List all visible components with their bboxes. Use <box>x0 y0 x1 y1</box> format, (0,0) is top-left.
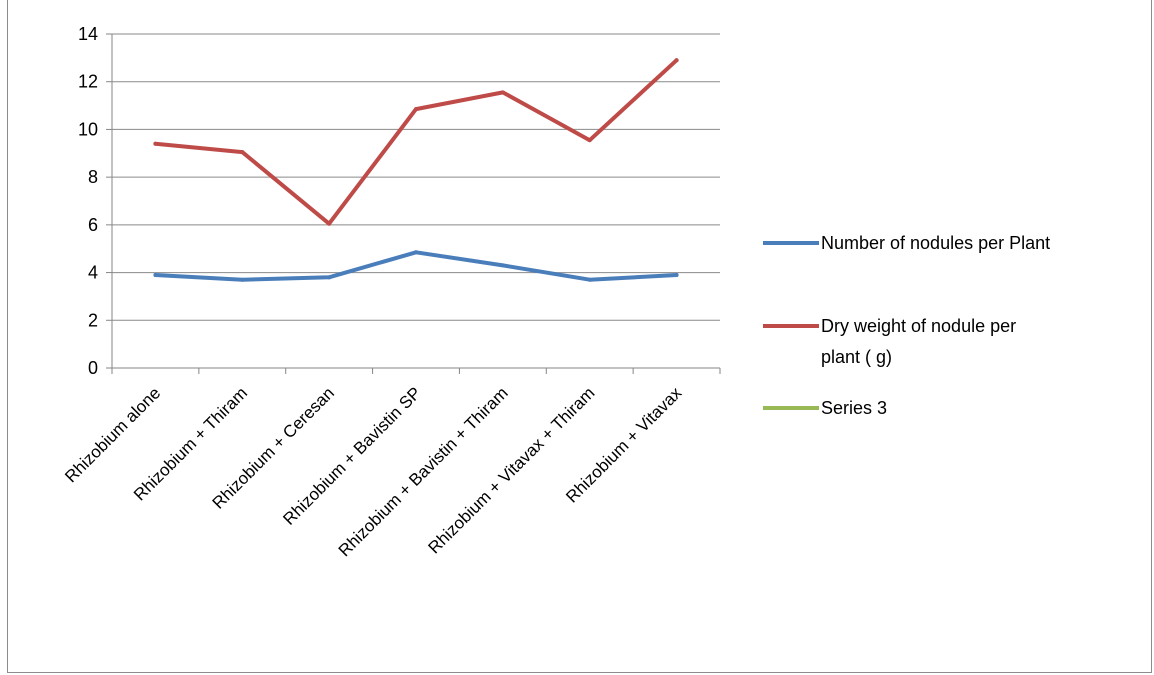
legend-label-3: Series 3 <box>821 398 887 418</box>
data-point-s1-3 <box>327 275 332 280</box>
data-point-s2-6 <box>587 138 592 143</box>
data-point-s2-5 <box>500 90 505 95</box>
data-point-s2-2 <box>240 150 245 155</box>
y-tick-label: 10 <box>78 119 98 139</box>
y-tick-label: 2 <box>88 310 98 330</box>
chart-frame <box>7 0 1152 673</box>
y-tick-label: 0 <box>88 358 98 378</box>
data-point-s1-5 <box>500 263 505 268</box>
y-tick-label: 12 <box>78 72 98 92</box>
legend-label-1: Number of nodules per Plant <box>821 233 1050 253</box>
legend-label-2: Dry weight of nodule per <box>821 316 1016 336</box>
x-category-label: Rhizobium + Bavistin SP <box>279 383 424 528</box>
y-tick-label: 4 <box>88 263 98 283</box>
data-point-s2-1 <box>153 141 158 146</box>
data-point-s2-3 <box>327 221 332 226</box>
data-point-s1-2 <box>240 277 245 282</box>
data-point-s2-7 <box>674 58 679 63</box>
data-point-s1-7 <box>674 272 679 277</box>
x-category-label: Rhizobium + Bavistin + Thiram <box>335 383 512 560</box>
data-point-s1-1 <box>153 272 158 277</box>
data-point-s1-6 <box>587 277 592 282</box>
legend-label-2: plant ( g) <box>821 347 892 367</box>
series-line-1 <box>153 250 679 282</box>
series-line-2 <box>153 58 679 226</box>
y-tick-label: 6 <box>88 215 98 235</box>
data-point-s2-4 <box>414 107 418 112</box>
x-category-label: Rhizobium + Vitavax + Thiram <box>425 383 599 557</box>
y-tick-label: 14 <box>78 24 98 44</box>
y-tick-label: 8 <box>88 167 98 187</box>
data-point-s1-4 <box>414 250 418 255</box>
